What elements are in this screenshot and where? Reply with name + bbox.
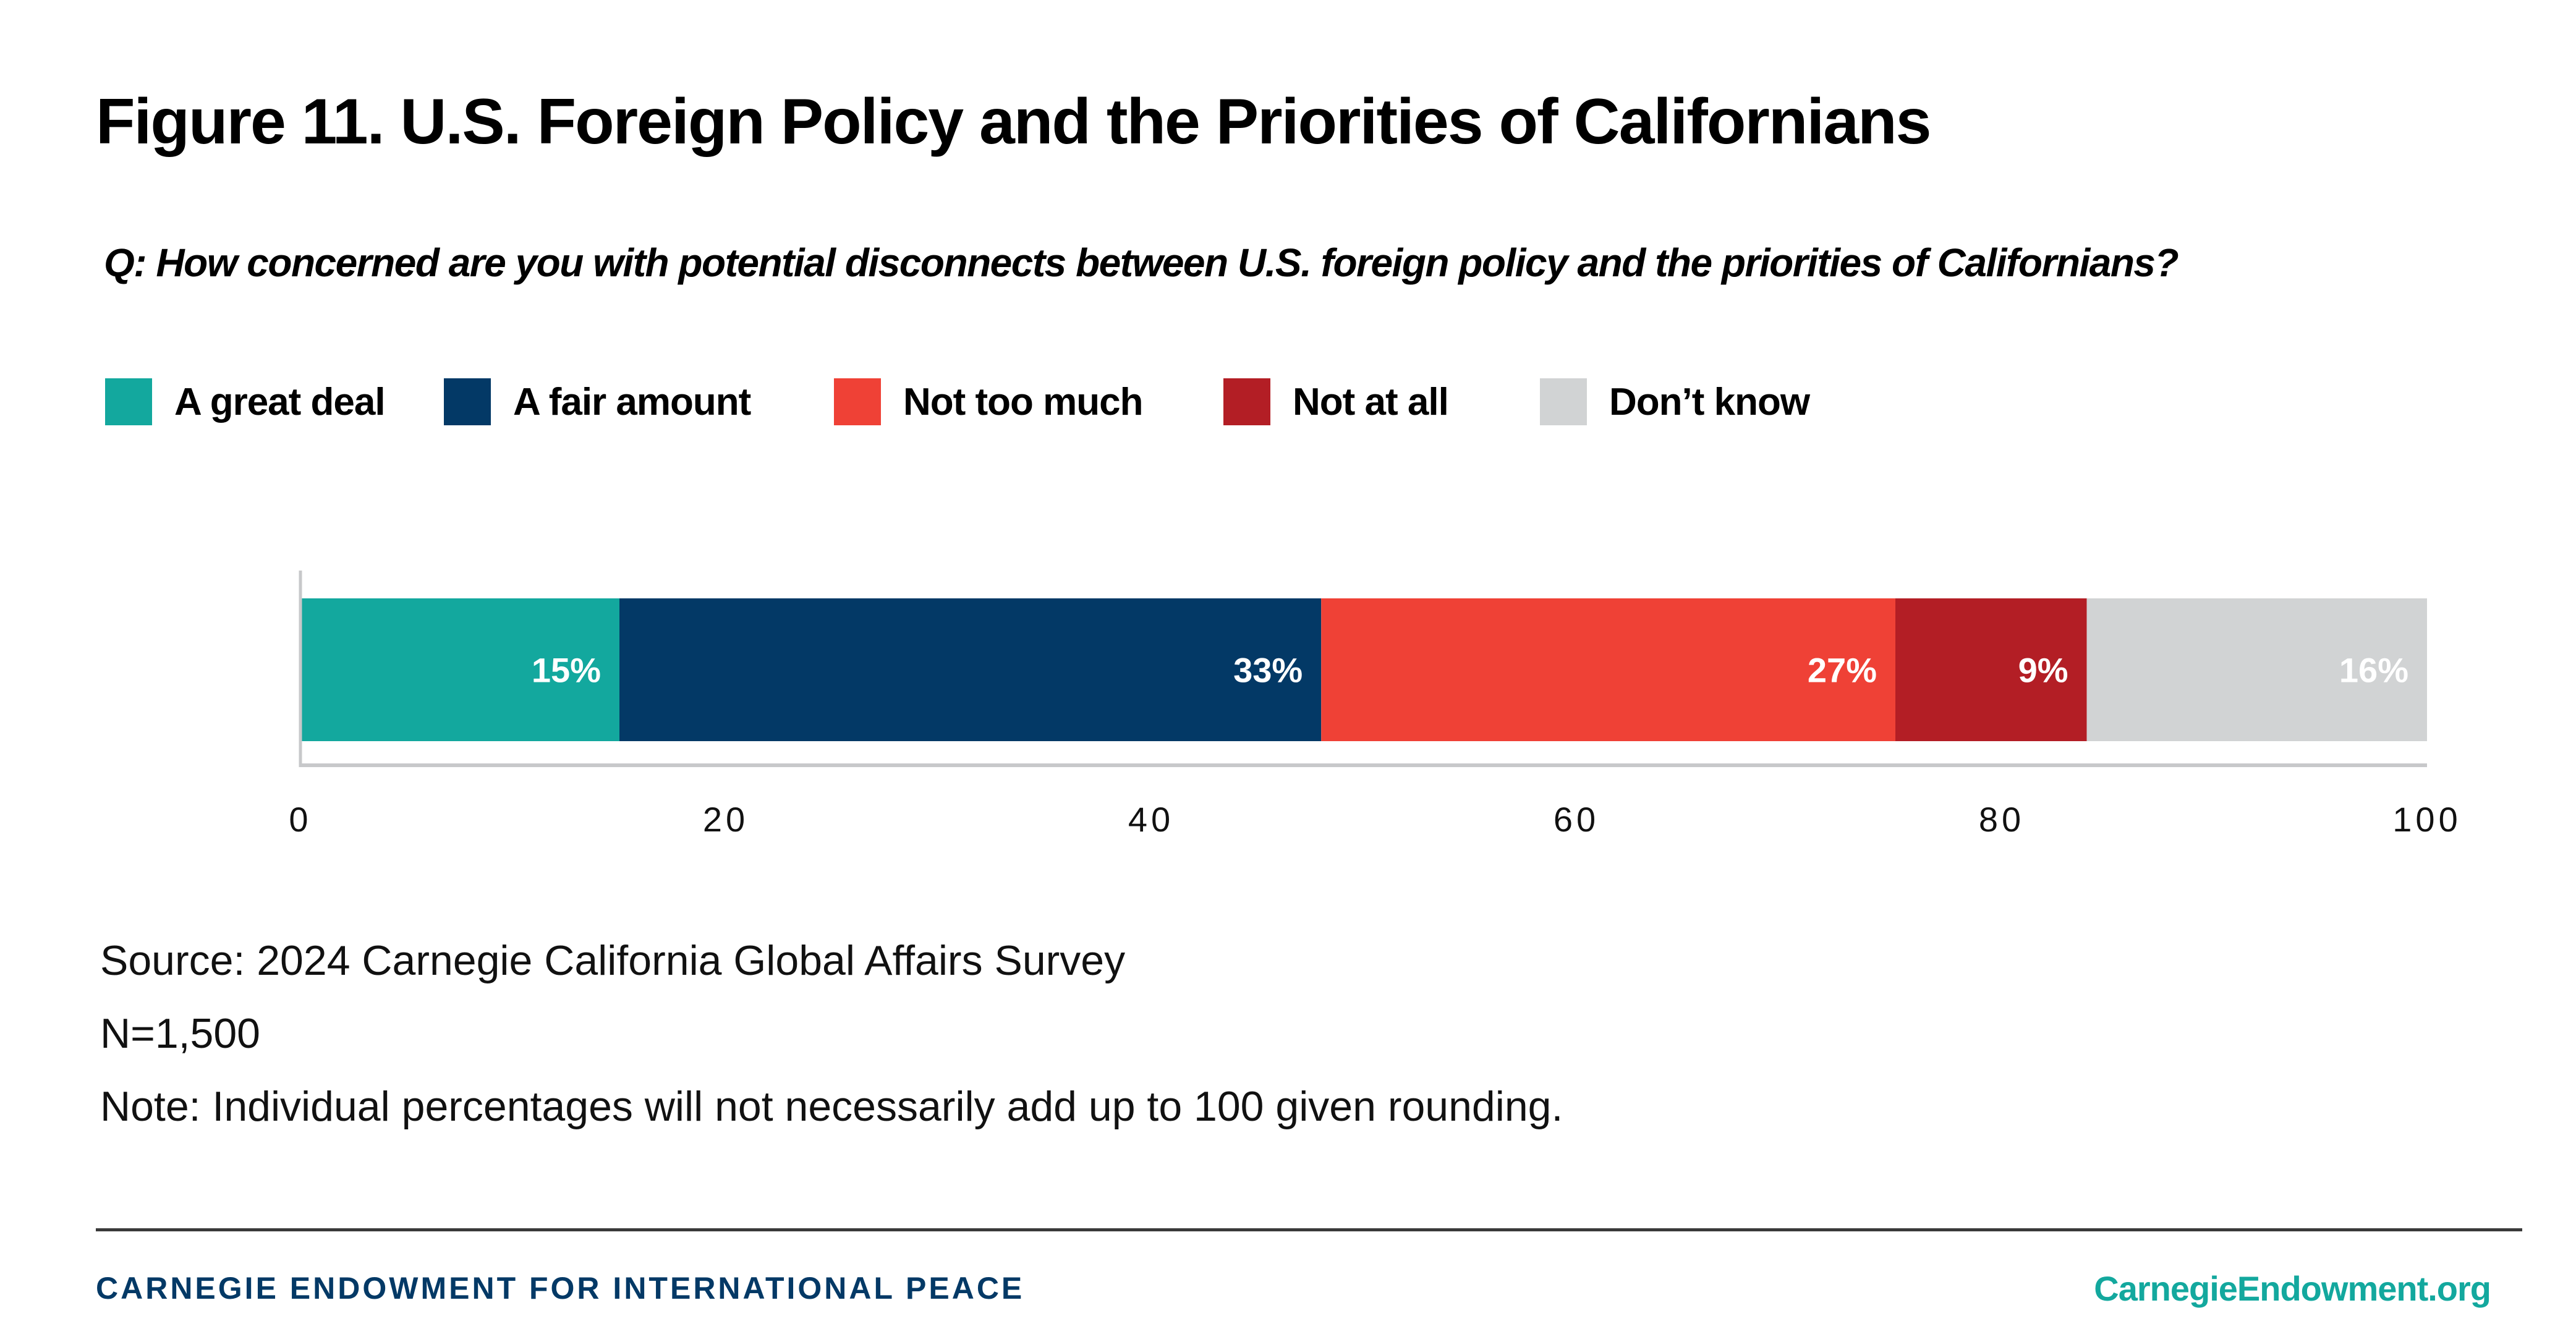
- bar-segment-not-at-all: [1895, 598, 2087, 741]
- footer-website-link[interactable]: CarnegieEndowment.org: [2094, 1269, 2491, 1308]
- legend-swatch: [834, 378, 881, 425]
- legend-item-dont-know: Don’t know: [1540, 378, 1810, 425]
- legend-item-not-too-much: Not too much: [834, 378, 1143, 425]
- legend-swatch: [105, 378, 152, 425]
- bar-segment-a-great-deal: [300, 598, 619, 741]
- bar-segment-don-t-know: [2086, 598, 2427, 741]
- footer-divider: [96, 1228, 2522, 1231]
- legend-label: Not at all: [1293, 380, 1449, 423]
- footer-organization: CARNEGIE ENDOWMENT FOR INTERNATIONAL PEA…: [96, 1271, 1025, 1306]
- data-label: 9%: [2018, 651, 2068, 690]
- bar-segment-not-too-much: [1321, 598, 1895, 741]
- data-label: 15%: [532, 651, 601, 690]
- data-label: 27%: [1808, 651, 1877, 690]
- legend-label: A great deal: [174, 380, 386, 423]
- x-tick-label: 40: [1128, 800, 1174, 839]
- legend-item-not-at-all: Not at all: [1223, 378, 1449, 425]
- legend-item-a-great-deal: A great deal: [105, 378, 386, 425]
- sample-size-note: N=1,500: [100, 1010, 260, 1057]
- x-tick-label: 80: [1979, 800, 2025, 839]
- legend-item-a-fair-amount: A fair amount: [444, 378, 751, 425]
- x-tick-label: 20: [703, 800, 749, 839]
- x-tick-label: 100: [2392, 800, 2461, 839]
- legend-label: Don’t know: [1609, 380, 1810, 423]
- legend-label: Not too much: [903, 380, 1143, 423]
- data-label: 33%: [1233, 651, 1303, 690]
- rounding-note: Note: Individual percentages will not ne…: [100, 1083, 1563, 1130]
- survey-question: Q: How concerned are you with potential …: [104, 240, 2179, 285]
- bar-segment-a-fair-amount: [619, 598, 1322, 741]
- legend-swatch: [1540, 378, 1587, 425]
- x-tick-label: 60: [1554, 800, 1599, 839]
- data-label: 16%: [2339, 651, 2408, 690]
- source-note: Source: 2024 Carnegie California Global …: [100, 937, 1126, 984]
- legend-swatch: [444, 378, 491, 425]
- legend-label: A fair amount: [513, 380, 751, 423]
- x-tick-label: 0: [289, 800, 312, 839]
- stacked-bar-chart: 15% 33% 27% 9% 16% 0 20 40 60 80 100: [289, 571, 2461, 839]
- chart-title: Figure 11. U.S. Foreign Policy and the P…: [96, 86, 1932, 158]
- legend-swatch: [1223, 378, 1270, 425]
